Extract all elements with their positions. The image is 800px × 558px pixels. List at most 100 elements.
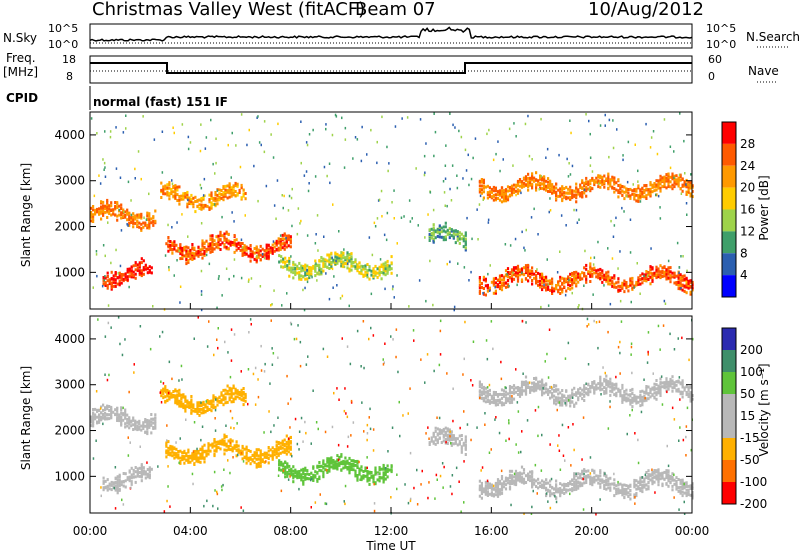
heatmap-cell [531,470,533,473]
heatmap-cell [515,386,517,389]
heatmap-cell [288,450,290,453]
heatmap-cell [690,487,692,490]
heatmap-cell [104,211,106,214]
heatmap-cell [529,155,531,158]
heatmap-cell [497,193,499,196]
heatmap-cell [124,426,126,429]
heatmap-cell [308,182,310,185]
heatmap-cell [549,390,551,393]
heatmap-cell [655,266,657,269]
heatmap-cell [354,464,356,467]
heatmap-cell [513,398,515,401]
heatmap-cell [216,194,218,197]
heatmap-cell [141,470,143,473]
heatmap-cell [641,480,643,483]
heatmap-cell [678,380,680,383]
heatmap-cell [609,276,611,279]
heatmap-cell [360,469,362,472]
heatmap-cell [680,187,682,190]
heatmap-cell [348,466,350,469]
heatmap-cell [493,487,495,490]
heatmap-cell [431,237,433,240]
heatmap-cell [529,479,531,482]
heatmap-cell [198,404,200,407]
heatmap-cell [135,264,137,267]
heatmap-cell [109,278,111,281]
heatmap-cell [555,396,557,399]
heatmap-cell [178,462,180,465]
heatmap-cell [218,400,220,403]
heatmap-cell [211,443,213,446]
heatmap-cell [665,269,667,272]
heatmap-cell [509,486,511,489]
heatmap-cell [551,189,553,192]
heatmap-cell [545,482,547,485]
heatmap-cell [340,265,342,268]
heatmap-cell [190,141,192,144]
heatmap-cell [669,274,671,277]
heatmap-cell [686,481,688,484]
heatmap-cell [553,488,555,491]
heatmap-cell [623,197,625,200]
heatmap-cell [272,450,274,453]
heatmap-cell [673,381,675,384]
heatmap-cell [481,482,483,485]
heatmap-cell [222,389,224,392]
heatmap-cell [262,248,264,251]
heatmap-cell [387,269,389,272]
heatmap-cell [432,304,434,307]
heatmap-cell [613,187,615,190]
heatmap-cell [126,414,128,417]
heatmap-cell [529,184,531,187]
heatmap-cell [479,203,481,206]
heatmap-cell [657,179,659,182]
heatmap-cell [457,187,459,190]
heatmap-cell [324,463,326,466]
heatmap-cell [655,387,657,390]
heatmap-cell [493,493,495,496]
heatmap-cell [183,254,185,257]
heatmap-cell [667,381,669,384]
heatmap-cell [258,249,260,252]
heatmap-cell [139,471,141,474]
heatmap-cell [613,478,615,481]
heatmap-cell [424,172,426,175]
heatmap-cell [690,386,692,389]
heatmap-cell [110,201,112,204]
heatmap-cell [625,281,627,284]
heatmap-cell [645,197,647,200]
heatmap-cell [392,285,394,288]
heatmap-cell [187,250,189,253]
power-heatmap [90,112,694,311]
heatmap-cell [230,244,232,247]
heatmap-cell [610,220,612,223]
heatmap-cell [188,197,190,200]
heatmap-cell [531,478,533,481]
heatmap-cell [491,195,493,198]
heatmap-cell [302,267,304,270]
heatmap-cell [563,187,565,190]
heatmap-cell [224,389,226,392]
heatmap-cell [130,424,132,427]
heatmap-cell [246,246,248,249]
heatmap-cell [623,191,625,194]
heatmap-cell [690,396,692,399]
heatmap-cell [609,185,611,188]
heatmap-cell [617,483,619,486]
heatmap-cell [629,399,631,402]
heatmap-cell [605,114,607,117]
heatmap-cell [523,273,525,276]
heatmap-cell [285,237,287,240]
heatmap-cell [286,435,288,438]
heatmap-cell [391,267,393,270]
heatmap-cell [559,279,561,282]
heatmap-cell [509,480,511,483]
heatmap-cell [655,474,657,477]
heatmap-cell [254,252,256,255]
heatmap-cell [690,279,692,282]
heatmap-cell [559,187,561,190]
heatmap-cell [346,254,348,257]
heatmap-cell [140,213,142,216]
heatmap-cell [164,400,166,403]
heatmap-cell [237,454,239,457]
